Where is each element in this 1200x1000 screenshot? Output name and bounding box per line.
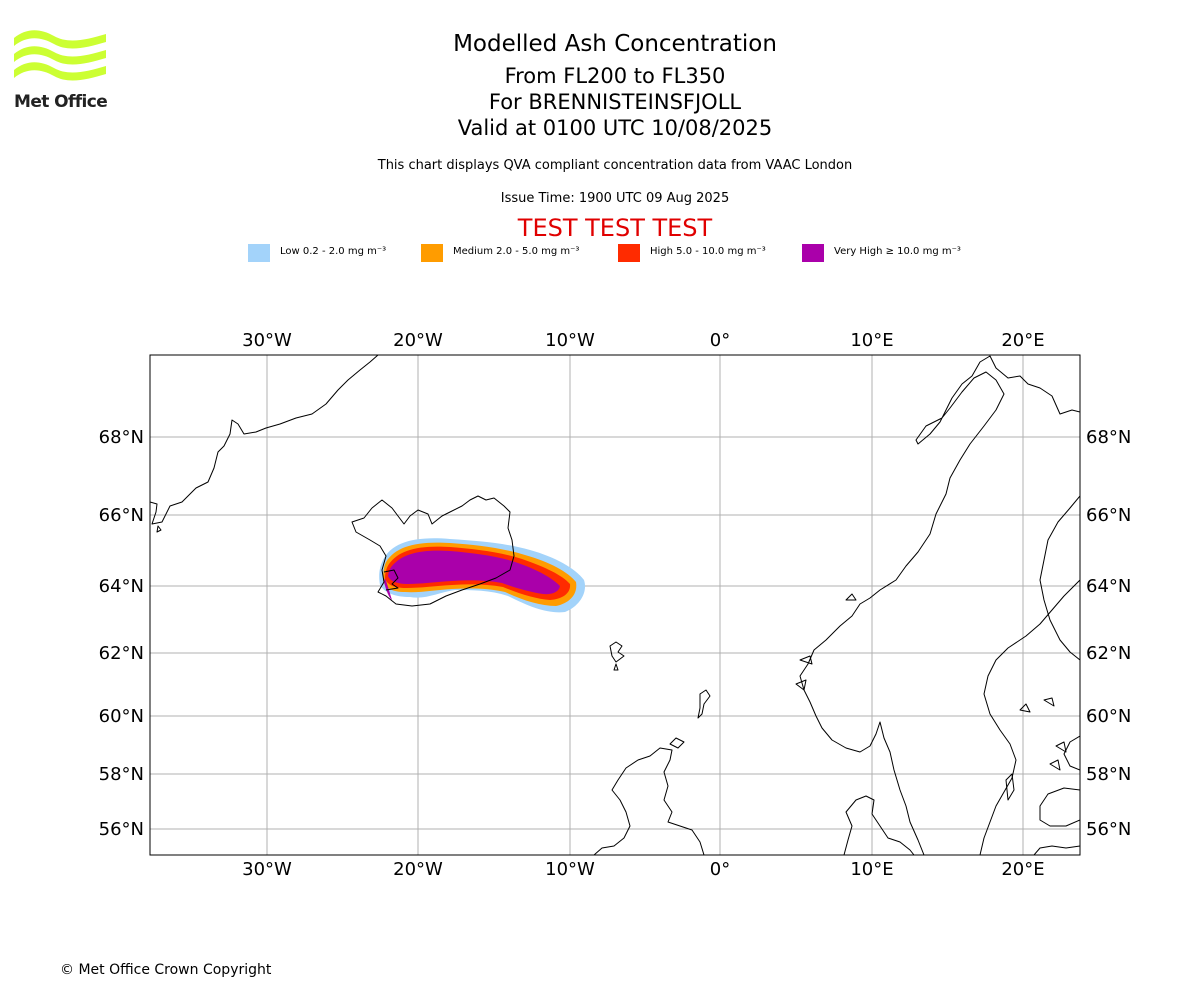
legend-label-high: High 5.0 - 10.0 mg m⁻³ [650, 246, 766, 257]
coastline-scotland [593, 747, 705, 855]
coastlines [150, 355, 1080, 855]
coastline-greenland-islet [156, 525, 162, 533]
lon-label-bottom-0: 0° [710, 859, 730, 880]
coastline-iceland [351, 495, 515, 607]
legend-swatch-medium [421, 244, 443, 262]
chart-title: Modelled Ash Concentration [453, 31, 777, 57]
coastline-gotland [1005, 773, 1015, 801]
legend-label-very-high: Very High ≥ 10.0 mg m⁻³ [834, 246, 961, 257]
lat-label-right-56n: 56°N [1086, 819, 1131, 840]
lon-label-top-30w: 30°W [242, 330, 292, 351]
met-office-logo: Met Office [14, 30, 108, 114]
description-text: This chart displays QVA compliant concen… [377, 158, 853, 173]
lon-label-top-20e: 20°E [1001, 330, 1044, 351]
issue-time-text: Issue Time: 1900 UTC 09 Aug 2025 [500, 191, 730, 206]
coastline-sweden-finland [979, 579, 1080, 855]
coastline-finland-west [1039, 495, 1080, 661]
lat-label-right-60n: 60°N [1086, 706, 1131, 727]
coastline-estonia-latvia [1063, 735, 1080, 771]
lon-label-top-10e: 10°E [850, 330, 893, 351]
lat-label-left-66n: 66°N [99, 505, 144, 526]
lon-label-bottom-10e: 10°E [850, 859, 893, 880]
coastline-faroe-islands [609, 641, 625, 671]
legend-label-low: Low 0.2 - 2.0 mg m⁻³ [280, 246, 387, 257]
volcano-subtitle: For BRENNISTEINSFJOLL [488, 90, 742, 114]
lat-label-right-66n: 66°N [1086, 505, 1131, 526]
coastline-germany-poland [1033, 845, 1080, 855]
lon-label-bottom-10w: 10°W [545, 859, 595, 880]
map-frame [149, 354, 1081, 856]
ash-plume-very-high-tail [384, 578, 392, 600]
legend-label-medium: Medium 2.0 - 5.0 mg m⁻³ [453, 246, 580, 257]
coastline-denmark [843, 795, 915, 855]
coastline-orkney [669, 737, 685, 749]
lat-label-right-64n: 64°N [1086, 576, 1131, 597]
legend-swatch-low [248, 244, 270, 262]
map-tick-labels: 30°W 20°W 10°W 0° 10°E 20°E 30°W 20°W 10… [99, 330, 1132, 880]
coastline-norway-islands [795, 593, 857, 691]
lat-label-left-64n: 64°N [99, 576, 144, 597]
lon-label-bottom-30w: 30°W [242, 859, 292, 880]
coastline-greenland [150, 355, 379, 525]
lat-label-left-58n: 58°N [99, 764, 144, 785]
lon-label-top-20w: 20°W [393, 330, 443, 351]
ash-plume-very-high [388, 550, 560, 595]
met-office-logo-text: Met Office [14, 92, 108, 112]
copyright-text: © Met Office Crown Copyright [60, 962, 272, 978]
lat-label-left-68n: 68°N [99, 427, 144, 448]
lon-label-bottom-20e: 20°E [1001, 859, 1044, 880]
coastline-baltic-islands [1019, 697, 1067, 771]
coastline-baltic-south [1039, 787, 1080, 827]
test-banner: TEST TEST TEST [517, 214, 713, 242]
lat-label-right-58n: 58°N [1086, 764, 1131, 785]
lon-label-top-0: 0° [710, 330, 730, 351]
flight-level-subtitle: From FL200 to FL350 [504, 64, 726, 88]
valid-time-subtitle: Valid at 0100 UTC 10/08/2025 [457, 116, 773, 140]
map-background [150, 355, 1080, 855]
lon-label-top-10w: 10°W [545, 330, 595, 351]
met-office-waves-icon [14, 30, 106, 81]
lat-label-right-62n: 62°N [1086, 643, 1131, 664]
lon-label-bottom-20w: 20°W [393, 859, 443, 880]
lat-label-left-62n: 62°N [99, 643, 144, 664]
coastline-norway [799, 355, 1080, 855]
lat-label-right-68n: 68°N [1086, 427, 1131, 448]
lat-label-left-60n: 60°N [99, 706, 144, 727]
ash-plume [379, 538, 586, 613]
lat-label-left-56n: 56°N [99, 819, 144, 840]
legend-swatch-very-high [802, 244, 824, 262]
coastline-shetland [697, 689, 711, 719]
legend-swatch-high [618, 244, 640, 262]
coastline-iceland-reykjanes [383, 569, 399, 591]
